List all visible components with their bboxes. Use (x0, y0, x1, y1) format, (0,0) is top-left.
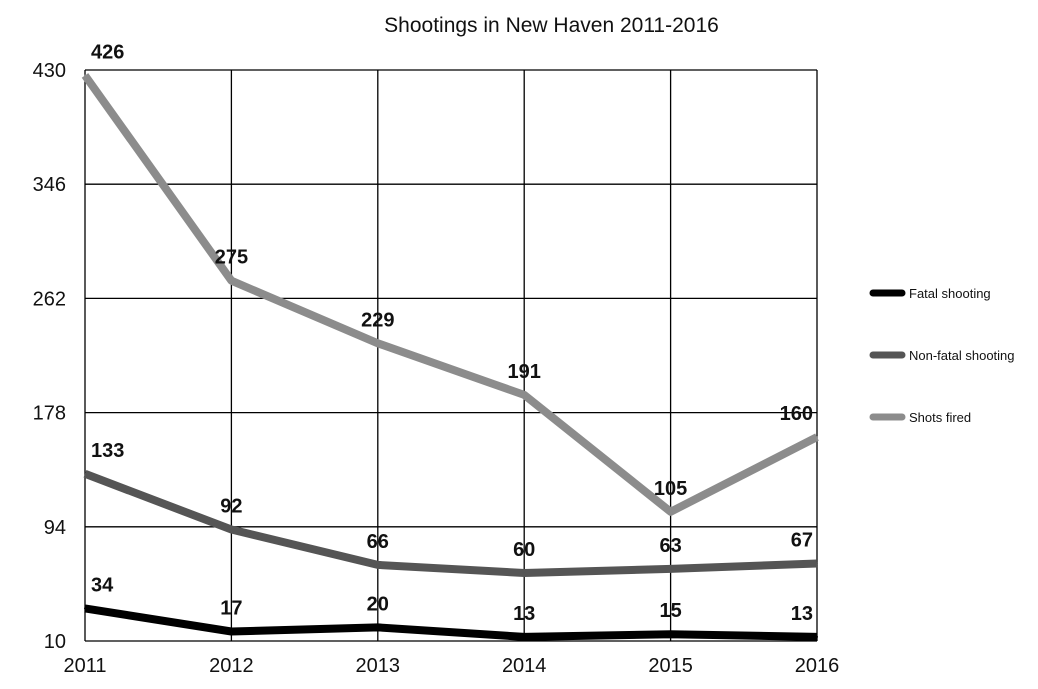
data-label: 275 (215, 247, 248, 269)
series-line-2 (83, 470, 818, 577)
data-point (669, 510, 672, 513)
data-label: 63 (659, 535, 681, 557)
data-point (669, 567, 672, 570)
data-label: 67 (791, 530, 813, 552)
data-label: 13 (791, 603, 813, 625)
series-line-1 (84, 604, 818, 641)
data-label: 60 (513, 539, 535, 561)
data-point (230, 630, 233, 633)
data-point (376, 563, 379, 566)
data-point (84, 607, 86, 610)
data-point (376, 342, 379, 345)
y-tick-label: 94 (44, 517, 66, 539)
data-point (84, 472, 86, 475)
data-label: 160 (780, 403, 813, 425)
data-point (230, 279, 233, 282)
data-label: 191 (508, 361, 541, 383)
y-tick-label: 10 (44, 631, 66, 653)
data-point (816, 436, 818, 439)
legend-label: Shots fired (909, 410, 971, 425)
data-point (523, 572, 526, 575)
data-label: 426 (91, 41, 124, 63)
legend-label: Non-fatal shooting (909, 348, 1015, 363)
data-point (84, 74, 86, 77)
data-point (816, 562, 818, 565)
x-tick-label: 2012 (209, 655, 254, 677)
x-tick-label: 2011 (63, 655, 106, 677)
data-label: 105 (654, 478, 687, 500)
data-point (816, 635, 818, 638)
data-point (523, 635, 526, 638)
data-label: 34 (91, 574, 114, 596)
y-tick-label: 346 (33, 174, 66, 196)
data-point (523, 393, 526, 396)
data-label: 20 (367, 593, 389, 615)
y-tick-label: 262 (33, 288, 66, 310)
data-label: 92 (220, 496, 242, 518)
chart-title: Shootings in New Haven 2011-2016 (384, 14, 719, 37)
x-tick-label: 2016 (795, 655, 840, 677)
y-tick-label: 430 (33, 60, 66, 82)
data-point (230, 528, 233, 531)
data-label: 13 (513, 603, 535, 625)
data-label: 17 (220, 597, 242, 619)
data-label: 229 (361, 309, 394, 331)
series-line-3 (81, 73, 819, 516)
legend-label: Fatal shooting (909, 286, 991, 301)
data-label: 15 (659, 600, 681, 622)
x-tick-label: 2013 (356, 655, 401, 677)
data-point (669, 633, 672, 636)
data-point (376, 626, 379, 629)
data-label: 66 (367, 531, 389, 553)
x-tick-label: 2015 (648, 655, 693, 677)
y-tick-label: 178 (33, 403, 66, 425)
x-tick-label: 2014 (502, 655, 547, 677)
data-label: 133 (91, 440, 124, 462)
